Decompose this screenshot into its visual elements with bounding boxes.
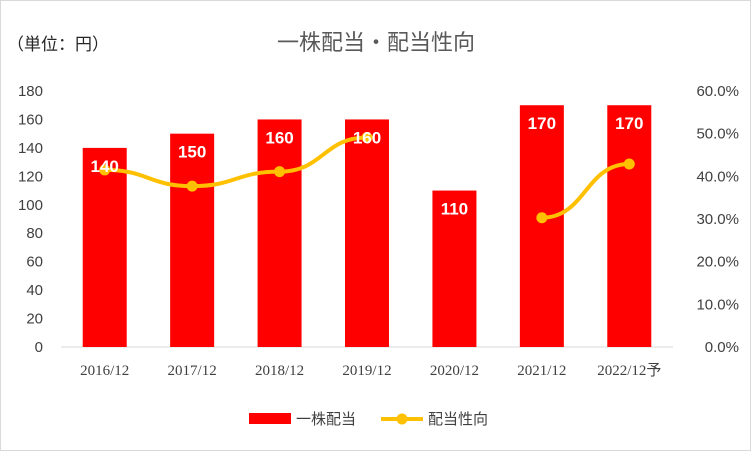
left-tick-label: 40 [26, 282, 43, 299]
x-tick-label: 2016/12 [80, 363, 129, 379]
bar [519, 105, 564, 347]
bar-series [82, 105, 652, 347]
left-tick-label: 180 [18, 83, 43, 100]
line-point [361, 132, 373, 144]
right-tick-label: 0.0% [705, 339, 739, 356]
right-tick-label: 60.0% [696, 83, 739, 100]
bar-data-labels: 140 150 160 160 110 170 170 [91, 114, 644, 218]
left-tick-label: 100 [18, 197, 43, 214]
line-point [536, 212, 548, 224]
bar-data-label: 160 [353, 128, 381, 147]
line-segment [102, 135, 369, 189]
bar-data-label: 160 [265, 128, 293, 147]
x-tick-label: 2020/12 [430, 363, 479, 379]
line-segment [539, 161, 632, 220]
right-tick-label: 40.0% [696, 168, 739, 185]
bar [170, 133, 215, 347]
x-tick-label: 2022/12予 [597, 362, 661, 379]
bar [607, 105, 652, 347]
x-tick-label: 2021/12 [517, 363, 566, 379]
left-tick-label: 20 [26, 311, 43, 328]
bar-data-label: 150 [178, 143, 206, 162]
left-tick-label: 0 [35, 339, 43, 356]
line-point [99, 164, 111, 176]
legend-swatch-marker [396, 413, 408, 425]
legend: 一株配当 配当性向 [249, 410, 488, 428]
left-tick-label: 60 [26, 254, 43, 271]
bar-data-label: 140 [91, 157, 119, 176]
line-point [274, 166, 286, 178]
left-tick-label: 160 [18, 111, 43, 128]
bar-data-label: 170 [615, 114, 643, 133]
bar [82, 147, 127, 347]
right-tick-label: 10.0% [696, 296, 739, 313]
line-point [623, 158, 635, 170]
unit-label: （単位：円） [7, 35, 109, 55]
bar [345, 119, 389, 347]
x-tick-label: 2018/12 [255, 363, 304, 379]
right-axis: 0.0% 10.0% 20.0% 30.0% 40.0% 50.0% 60.0% [696, 83, 739, 356]
bar-data-label: 110 [441, 200, 468, 219]
right-tick-label: 30.0% [696, 211, 739, 228]
x-tick-label: 2017/12 [168, 363, 217, 379]
right-tick-label: 50.0% [696, 126, 739, 143]
legend-label-line: 配当性向 [428, 410, 488, 428]
chart-title: 一株配当・配当性向 [277, 31, 475, 56]
line-point [186, 180, 198, 192]
bar-data-label: 170 [528, 114, 556, 133]
left-tick-label: 120 [18, 168, 43, 185]
legend-label-bar: 一株配当 [296, 410, 356, 428]
left-tick-label: 140 [18, 140, 43, 157]
legend-swatch-bar [249, 413, 291, 424]
bar [257, 119, 302, 347]
x-axis: 2016/12 2017/12 2018/12 2019/12 2020/12 2021/… [80, 362, 661, 379]
x-tick-label: 2019/12 [342, 363, 391, 379]
left-tick-label: 80 [26, 225, 43, 242]
right-tick-label: 20.0% [696, 254, 739, 271]
line-series [99, 132, 635, 224]
bar [432, 190, 477, 347]
left-axis: 0 20 40 60 80 100 120 140 160 180 [18, 83, 43, 356]
